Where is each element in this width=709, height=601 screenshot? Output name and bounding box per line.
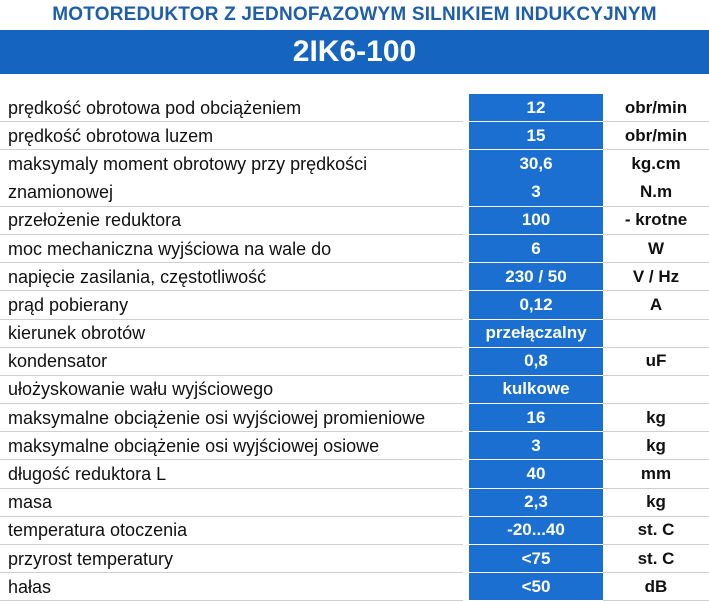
- spec-row: przełożenie reduktora 100 - krotne: [0, 206, 709, 235]
- spec-value: 2,3: [469, 488, 603, 517]
- spec-value: przełączalny: [469, 319, 603, 348]
- spec-unit: obr/min: [603, 122, 709, 151]
- spec-label: przełożenie reduktora: [0, 207, 463, 235]
- spec-unit: kg: [603, 432, 709, 461]
- spec-label: prędkość obrotowa luzem: [0, 122, 463, 151]
- spec-row: maksymaly moment obrotowy przy prędkości…: [0, 150, 709, 207]
- spec-unit: dB: [603, 573, 709, 601]
- spec-table: prędkość obrotowa pod obciążeniem 12 obr…: [0, 94, 709, 601]
- spec-value: 30,6 3: [469, 150, 603, 207]
- spec-label: temperatura otoczenia: [0, 517, 463, 546]
- model-banner: 2IK6-100: [0, 30, 709, 74]
- spec-unit: st. C: [603, 545, 709, 574]
- spec-label: maksymaly moment obrotowy przy prędkości…: [0, 150, 463, 207]
- spec-value: 12: [469, 94, 603, 123]
- spec-row: przyrost temperatury <75 st. C: [0, 545, 709, 574]
- spec-label: długość reduktora L: [0, 460, 463, 489]
- spec-unit: kg: [603, 489, 709, 517]
- spec-unit: A: [603, 291, 709, 320]
- spec-row: długość reduktora L 40 mm: [0, 460, 709, 489]
- spec-value: -20...40: [469, 516, 603, 546]
- spec-row: maksymalne obciążenie osi wyjściowej pro…: [0, 404, 709, 433]
- spec-value: 0,8: [469, 347, 603, 376]
- spec-label: maksymalne obciążenie osi wyjściowej pro…: [0, 404, 463, 433]
- spec-value: 40: [469, 460, 603, 489]
- spec-value: <75: [469, 545, 603, 574]
- spec-unit: uF: [603, 348, 709, 376]
- spec-label: masa: [0, 489, 463, 517]
- spec-row: hałas <50 dB: [0, 573, 709, 601]
- spec-value: 0,12: [469, 291, 603, 320]
- spec-value: 100: [469, 206, 603, 235]
- spec-row: ułożyskowanie wału wyjściowego kulkowe: [0, 375, 709, 405]
- spec-label: prędkość obrotowa pod obciążeniem: [0, 94, 463, 123]
- spec-unit: [603, 320, 709, 348]
- spec-value: 6: [469, 234, 603, 264]
- document-title: MOTOREDUKTOR Z JEDNOFAZOWYM SILNIKIEM IN…: [0, 0, 709, 30]
- spec-row: kondensator 0,8 uF: [0, 347, 709, 376]
- spec-value: 15: [469, 122, 603, 151]
- spec-label: przyrost temperatury: [0, 545, 463, 574]
- spec-row: moc mechaniczna wyjściowa na wale do 6 W: [0, 234, 709, 264]
- spec-row: maksymalne obciążenie osi wyjściowej osi…: [0, 432, 709, 461]
- spec-value: kulkowe: [469, 375, 603, 405]
- spec-label: prąd pobierany: [0, 291, 463, 320]
- spec-row: napięcie zasilania, częstotliwość 230 / …: [0, 263, 709, 292]
- spec-row: temperatura otoczenia -20...40 st. C: [0, 516, 709, 546]
- spec-value: <50: [469, 573, 603, 601]
- spec-value: 16: [469, 404, 603, 433]
- spec-label: hałas: [0, 573, 463, 601]
- spec-label: maksymalne obciążenie osi wyjściowej osi…: [0, 432, 463, 461]
- spec-unit: kg.cm N.m: [603, 150, 709, 207]
- spec-unit: st. C: [603, 517, 709, 546]
- spec-label: ułożyskowanie wału wyjściowego: [0, 376, 463, 405]
- spec-unit: kg: [603, 404, 709, 433]
- spec-row: masa 2,3 kg: [0, 488, 709, 517]
- spec-label: kondensator: [0, 348, 463, 376]
- spec-unit: V / Hz: [603, 263, 709, 292]
- spec-value: 230 / 50: [469, 263, 603, 292]
- spec-row: prąd pobierany 0,12 A: [0, 291, 709, 320]
- spec-label: moc mechaniczna wyjściowa na wale do: [0, 235, 463, 264]
- spec-row: kierunek obrotów przełączalny: [0, 319, 709, 348]
- spec-unit: W: [603, 235, 709, 264]
- spec-label: kierunek obrotów: [0, 320, 463, 348]
- spec-value: 3: [469, 432, 603, 461]
- spec-row: prędkość obrotowa luzem 15 obr/min: [0, 122, 709, 151]
- spec-label: napięcie zasilania, częstotliwość: [0, 263, 463, 292]
- spec-unit: mm: [603, 460, 709, 489]
- spec-unit: - krotne: [603, 207, 709, 235]
- spec-row: prędkość obrotowa pod obciążeniem 12 obr…: [0, 94, 709, 123]
- spec-unit: [603, 376, 709, 405]
- spec-unit: obr/min: [603, 94, 709, 123]
